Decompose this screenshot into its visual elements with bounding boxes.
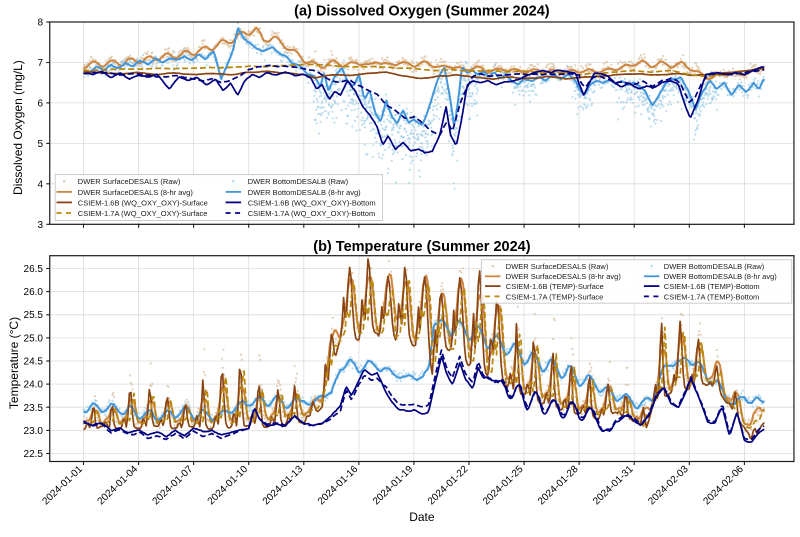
svg-text:25.0: 25.0 <box>24 333 44 344</box>
svg-text:CSIEM-1.6B (WQ_OXY_OXY)-Surfac: CSIEM-1.6B (WQ_OXY_OXY)-Surface <box>78 198 208 207</box>
svg-text:8: 8 <box>37 18 43 29</box>
svg-text:26.5: 26.5 <box>24 264 44 275</box>
svg-text:CSIEM-1.7A (WQ_OXY_OXY)-Surfac: CSIEM-1.7A (WQ_OXY_OXY)-Surface <box>78 209 208 218</box>
svg-text:4: 4 <box>37 179 43 190</box>
svg-text:Dissolved Oxygen (mg/L): Dissolved Oxygen (mg/L) <box>11 60 25 195</box>
svg-text:DWER SurfaceDESALS (Raw): DWER SurfaceDESALS (Raw) <box>506 262 609 271</box>
svg-text:DWER SurfaceDESALS (Raw): DWER SurfaceDESALS (Raw) <box>78 177 181 186</box>
svg-text:23.0: 23.0 <box>24 426 44 437</box>
svg-text:CSIEM-1.7A (TEMP)-Bottom: CSIEM-1.7A (TEMP)-Bottom <box>664 292 759 301</box>
svg-text:CSIEM-1.6B (TEMP)-Surface: CSIEM-1.6B (TEMP)-Surface <box>506 282 604 291</box>
svg-text:CSIEM-1.6B (WQ_OXY_OXY)-Bottom: CSIEM-1.6B (WQ_OXY_OXY)-Bottom <box>248 198 376 207</box>
svg-text:25.5: 25.5 <box>24 310 44 321</box>
svg-text:DWER BottomDESALB (Raw): DWER BottomDESALB (Raw) <box>664 262 765 271</box>
svg-text:23.5: 23.5 <box>24 403 44 414</box>
svg-text:24.5: 24.5 <box>24 357 44 368</box>
svg-text:5: 5 <box>37 139 43 150</box>
svg-text:(b) Temperature (Summer 2024): (b) Temperature (Summer 2024) <box>313 239 530 255</box>
svg-text:DWER BottomDESALB (Raw): DWER BottomDESALB (Raw) <box>248 177 349 186</box>
svg-text:Temperature (°C): Temperature (°C) <box>7 317 21 409</box>
svg-text:Date: Date <box>409 510 435 524</box>
svg-text:DWER SurfaceDESALS (8-hr avg): DWER SurfaceDESALS (8-hr avg) <box>78 188 194 197</box>
svg-text:CSIEM-1.7A (TEMP)-Surface: CSIEM-1.7A (TEMP)-Surface <box>506 292 604 301</box>
svg-text:DWER BottomDESALB (8-hr avg): DWER BottomDESALB (8-hr avg) <box>248 188 361 197</box>
svg-text:26.0: 26.0 <box>24 287 44 298</box>
svg-text:DWER BottomDESALB (8-hr avg): DWER BottomDESALB (8-hr avg) <box>664 272 777 281</box>
svg-text:22.5: 22.5 <box>24 449 44 460</box>
svg-text:CSIEM-1.6B (TEMP)-Bottom: CSIEM-1.6B (TEMP)-Bottom <box>664 282 760 291</box>
svg-text:CSIEM-1.7A (WQ_OXY_OXY)-Bottom: CSIEM-1.7A (WQ_OXY_OXY)-Bottom <box>248 209 376 218</box>
svg-text:24.0: 24.0 <box>24 380 44 391</box>
svg-text:6: 6 <box>37 98 43 109</box>
svg-text:(a) Dissolved Oxygen (Summer 2: (a) Dissolved Oxygen (Summer 2024) <box>294 4 550 20</box>
svg-text:3: 3 <box>37 220 43 231</box>
svg-text:7: 7 <box>37 58 43 69</box>
svg-text:DWER SurfaceDESALS (8-hr avg): DWER SurfaceDESALS (8-hr avg) <box>506 272 622 281</box>
